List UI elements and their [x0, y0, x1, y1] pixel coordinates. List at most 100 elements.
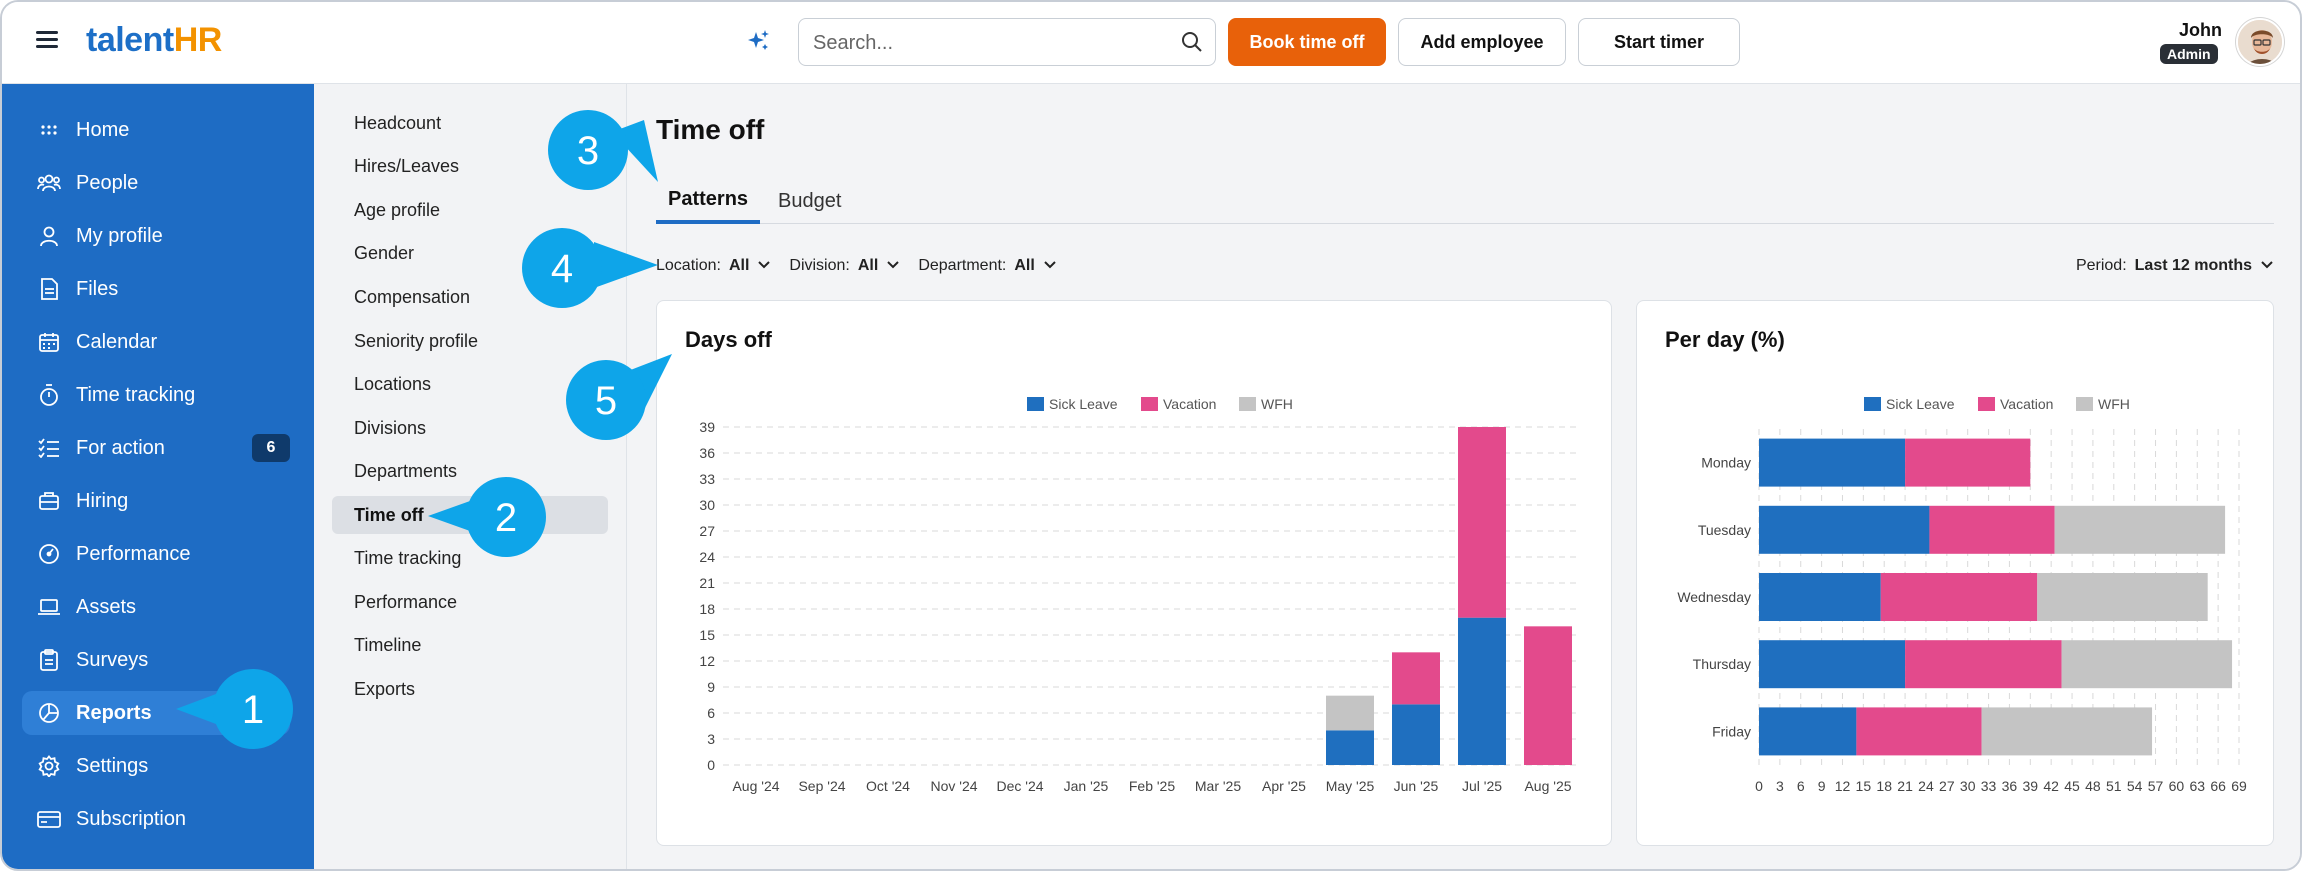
- sidebar-item-label: Surveys: [76, 648, 149, 671]
- sidebar-item-settings[interactable]: Settings: [22, 744, 290, 788]
- submenu-item-compensation[interactable]: Compensation: [354, 286, 471, 307]
- submenu-item-hires-leaves[interactable]: Hires/Leaves: [354, 155, 460, 176]
- bar-segment: [1905, 640, 2062, 689]
- sidebar-item-people[interactable]: People: [22, 161, 290, 205]
- search-icon[interactable]: [1181, 31, 1203, 58]
- sidebar-item-assets[interactable]: Assets: [22, 585, 290, 629]
- division-filter-label: Division:: [789, 257, 850, 274]
- sidebar-item-files[interactable]: Files: [22, 267, 290, 311]
- bar-segment: [2061, 640, 2233, 689]
- y-tick-label: 30: [699, 497, 715, 513]
- tab-patterns[interactable]: Patterns: [656, 178, 761, 224]
- submenu-item-divisions[interactable]: Divisions: [354, 417, 427, 438]
- tab-budget[interactable]: Budget: [778, 189, 842, 212]
- submenu-item-headcount[interactable]: Headcount: [354, 112, 442, 133]
- division-filter[interactable]: Division: All: [789, 257, 900, 275]
- chevron-down-icon: [886, 257, 900, 275]
- logo[interactable]: talentHR: [86, 21, 222, 60]
- search-box: [798, 18, 1216, 66]
- for-action-count-badge: 6: [252, 434, 290, 462]
- department-filter[interactable]: Department: All: [918, 257, 1057, 275]
- sidebar-item-time-tracking[interactable]: Time tracking: [22, 373, 290, 417]
- x-tick-label: 54: [2127, 778, 2143, 794]
- bar-segment: [2054, 505, 2226, 554]
- bar-segment: [1856, 707, 1982, 756]
- y-tick-label: 18: [699, 601, 715, 617]
- add-employee-button[interactable]: Add employee: [1398, 18, 1566, 66]
- sidebar-item-label: Files: [76, 277, 119, 300]
- submenu-item-exports[interactable]: Exports: [354, 678, 416, 699]
- bar-segment: [1326, 695, 1374, 731]
- x-tick-label: 57: [2148, 778, 2164, 794]
- x-tick-label: Nov '24: [930, 778, 977, 794]
- search-input[interactable]: [813, 29, 1153, 57]
- x-tick-label: May '25: [1326, 778, 1375, 794]
- bar-segment: [1458, 617, 1506, 765]
- bar-segment: [1759, 573, 1881, 621]
- gear-icon: [34, 755, 64, 777]
- bar-segment: [1880, 573, 2038, 621]
- checklist-icon: [34, 438, 64, 458]
- y-tick-label: 6: [707, 705, 715, 721]
- sidebar-item-subscription[interactable]: Subscription: [22, 797, 290, 841]
- submenu-item-departments[interactable]: Departments: [354, 460, 458, 481]
- callout-3: 3: [548, 110, 658, 190]
- ai-sparkle-icon[interactable]: [746, 28, 772, 59]
- submenu-item-timeline[interactable]: Timeline: [354, 634, 422, 655]
- x-tick-label: 0: [1755, 778, 1763, 794]
- location-filter[interactable]: Location: All: [656, 257, 771, 275]
- sidebar-item-home[interactable]: Home: [22, 108, 290, 152]
- y-tick-label: 9: [707, 679, 715, 695]
- reports-submenu: Headcount Hires/Leaves Age profile Gende…: [314, 84, 627, 869]
- days-off-chart: Sick Leave Vacation WFH0369121518212427303…: [699, 396, 1581, 794]
- submenu-item-gender[interactable]: Gender: [354, 242, 415, 263]
- sidebar-item-calendar[interactable]: Calendar: [22, 320, 290, 364]
- clipboard-icon: [34, 648, 64, 672]
- legend-swatch: [1141, 397, 1158, 411]
- stopwatch-icon: [34, 383, 64, 407]
- bar-segment: [1326, 730, 1374, 765]
- period-filter-label: Period:: [2075, 257, 2127, 274]
- book-time-off-button[interactable]: Book time off: [1228, 18, 1386, 66]
- callout-number: 2: [495, 496, 517, 540]
- user-name[interactable]: John: [2179, 20, 2222, 40]
- x-tick-label: Jan '25: [1064, 778, 1109, 794]
- submenu-item-time-tracking[interactable]: Time tracking: [354, 547, 462, 568]
- avatar[interactable]: [2236, 18, 2284, 66]
- credit-card-icon: [34, 809, 64, 829]
- x-tick-label: Aug '25: [1524, 778, 1571, 794]
- callout-number: 3: [577, 129, 599, 173]
- submenu-item-locations[interactable]: Locations: [354, 373, 432, 394]
- submenu-item-seniority-profile[interactable]: Seniority profile: [354, 330, 479, 351]
- laptop-icon: [34, 597, 64, 617]
- legend-label: Vacation: [1163, 396, 1216, 412]
- sidebar-item-my-profile[interactable]: My profile: [22, 214, 290, 258]
- period-filter-value: Last 12 months: [2134, 257, 2252, 274]
- top-bar: talentHR Book time off Add employee Star…: [2, 2, 2300, 84]
- callout-2: 2: [428, 477, 546, 557]
- sidebar-item-performance[interactable]: Performance: [22, 532, 290, 576]
- filter-bar: Location: All Division: All Department: …: [656, 252, 1075, 280]
- sidebar-item-surveys[interactable]: Surveys: [22, 638, 290, 682]
- files-icon: [34, 277, 64, 301]
- callout-4: 4: [522, 228, 658, 308]
- logo-accent: HR: [173, 21, 223, 59]
- x-tick-label: 27: [1939, 778, 1955, 794]
- sidebar-item-hiring[interactable]: Hiring: [22, 479, 290, 523]
- menu-icon[interactable]: [36, 29, 60, 51]
- x-tick-label: 48: [2085, 778, 2101, 794]
- y-tick-label: 12: [699, 653, 715, 669]
- callout-5: 5: [566, 354, 672, 440]
- submenu-item-age-profile[interactable]: Age profile: [354, 199, 441, 220]
- x-tick-label: Apr '25: [1262, 778, 1306, 794]
- submenu-item-performance[interactable]: Performance: [354, 591, 458, 612]
- briefcase-icon: [34, 491, 64, 511]
- bar-segment: [1759, 505, 1930, 554]
- start-timer-button[interactable]: Start timer: [1578, 18, 1740, 66]
- bar-segment: [1392, 704, 1440, 765]
- period-filter[interactable]: Period: Last 12 months: [2076, 252, 2274, 280]
- sidebar-item-for-action[interactable]: For action 6: [22, 426, 290, 470]
- bar-segment: [1929, 505, 2055, 554]
